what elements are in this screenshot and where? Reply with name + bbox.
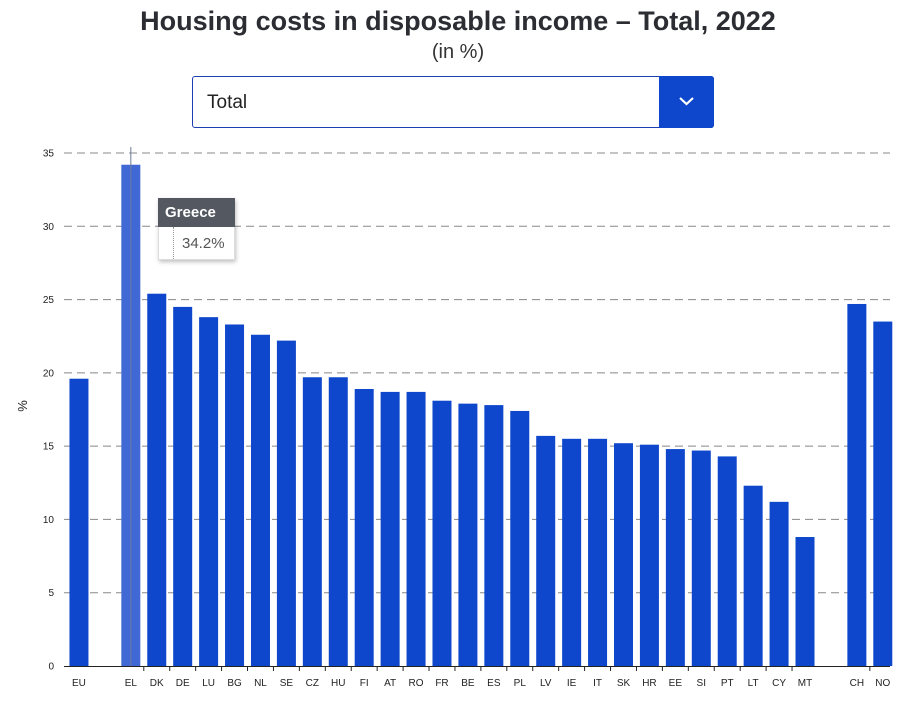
x-tick-label: CZ: [306, 678, 319, 689]
x-tick-label: LU: [202, 678, 215, 689]
bar-ro: [406, 391, 426, 666]
x-tick-label: FR: [435, 678, 448, 689]
bar-dk: [147, 293, 167, 666]
bar-ch: [847, 303, 867, 666]
y-tick-label: 5: [48, 588, 54, 599]
bar-es: [484, 405, 504, 666]
bar-at: [380, 391, 400, 666]
x-tick-label: EE: [669, 678, 683, 689]
y-tick-label: 15: [43, 442, 55, 453]
bar-nl: [250, 334, 270, 666]
bar-se: [276, 340, 296, 666]
bar-pt: [717, 456, 737, 666]
y-tick-label: 25: [43, 295, 55, 306]
bar-si: [691, 450, 711, 666]
y-tick-label: 0: [48, 662, 54, 673]
x-tick-label: LV: [540, 678, 552, 689]
x-tick-label: NO: [875, 678, 890, 689]
x-tick-label: HR: [642, 678, 656, 689]
x-tick-label: BE: [461, 678, 475, 689]
x-tick-label: SK: [617, 678, 631, 689]
bar-lv: [536, 435, 556, 666]
y-axis-title: %: [15, 400, 30, 412]
x-tick-label: SI: [697, 678, 706, 689]
dropdown-toggle-button[interactable]: [659, 76, 714, 128]
bar-pl: [510, 410, 530, 666]
x-tick-label: HU: [331, 678, 345, 689]
bar-lt: [743, 485, 763, 666]
bar-mt: [795, 537, 815, 666]
x-tick-label: IT: [593, 678, 602, 689]
dropdown-selected-value: Total: [207, 92, 248, 113]
x-tick-label: FI: [360, 678, 369, 689]
bar-cz: [302, 377, 322, 666]
x-tick-label: NL: [254, 678, 267, 689]
x-tick-label: PT: [721, 678, 734, 689]
bar-de: [173, 306, 193, 666]
category-dropdown[interactable]: Total: [192, 76, 714, 128]
bar-eu: [69, 378, 89, 666]
y-tick-label: 35: [43, 149, 55, 160]
x-tick-label: SE: [280, 678, 294, 689]
bar-cy: [769, 501, 789, 666]
tooltip: Greece 34.2%: [158, 198, 235, 260]
x-tick-label: LT: [748, 678, 759, 689]
chart-title: Housing costs in disposable income – Tot…: [140, 6, 776, 36]
tooltip-value: 34.2%: [182, 235, 225, 252]
y-tick-label: 10: [43, 515, 55, 526]
x-tick-label: EU: [72, 678, 86, 689]
x-tick-label: MT: [798, 678, 812, 689]
chevron-down-icon: [679, 97, 694, 106]
x-tick-label: AT: [384, 678, 396, 689]
tooltip-body: 34.2%: [158, 227, 235, 260]
x-tick-label: PL: [514, 678, 527, 689]
bar-sk: [613, 443, 633, 666]
y-tick-label: 30: [43, 222, 55, 233]
x-tick-label: DK: [150, 678, 164, 689]
bar-no: [873, 321, 893, 666]
bar-be: [458, 403, 478, 666]
bar-bg: [225, 324, 245, 666]
bar-lu: [199, 317, 219, 666]
x-tick-label: CY: [772, 678, 786, 689]
tooltip-title: Greece: [158, 198, 235, 227]
bar-fi: [354, 388, 374, 666]
x-tick-label: CH: [850, 678, 864, 689]
y-tick-label: 20: [43, 368, 55, 379]
bar-ie: [562, 438, 582, 666]
bar-fr: [432, 400, 452, 666]
tooltip-divider: [173, 227, 174, 259]
x-tick-label: IE: [567, 678, 577, 689]
bar-it: [588, 438, 608, 666]
bar-hu: [328, 377, 348, 666]
bar-ee: [665, 449, 685, 666]
x-tick-label: BG: [227, 678, 242, 689]
x-tick-label: RO: [409, 678, 424, 689]
x-tick-label: DE: [176, 678, 190, 689]
x-tick-label: EL: [125, 678, 138, 689]
chart-subtitle: (in %): [431, 41, 485, 63]
x-tick-label: ES: [487, 678, 501, 689]
bar-hr: [639, 444, 659, 666]
